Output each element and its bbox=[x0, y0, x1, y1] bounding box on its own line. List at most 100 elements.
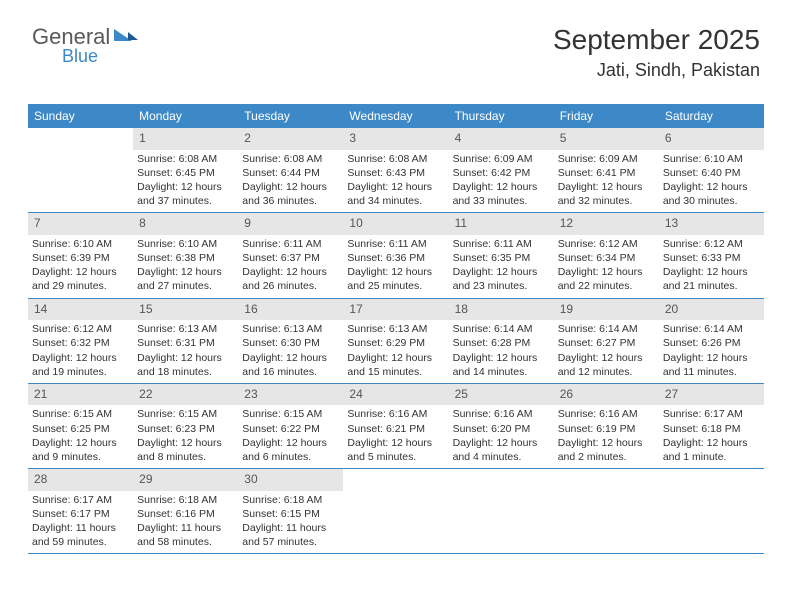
day-details: Sunrise: 6:13 AMSunset: 6:29 PMDaylight:… bbox=[343, 320, 448, 383]
daylight-text: Daylight: 12 hours and 5 minutes. bbox=[347, 436, 444, 464]
daylight-text: Daylight: 12 hours and 27 minutes. bbox=[137, 265, 234, 293]
day-number: 29 bbox=[133, 469, 238, 491]
calendar-cell: 5Sunrise: 6:09 AMSunset: 6:41 PMDaylight… bbox=[554, 128, 659, 212]
day-details: Sunrise: 6:10 AMSunset: 6:40 PMDaylight:… bbox=[659, 150, 764, 213]
calendar-cell: 26Sunrise: 6:16 AMSunset: 6:19 PMDayligh… bbox=[554, 384, 659, 468]
sunset-text: Sunset: 6:42 PM bbox=[453, 166, 550, 180]
calendar-cell: 9Sunrise: 6:11 AMSunset: 6:37 PMDaylight… bbox=[238, 213, 343, 297]
brand-sail-icon-dark bbox=[128, 32, 138, 40]
day-number: 28 bbox=[28, 469, 133, 491]
sunset-text: Sunset: 6:39 PM bbox=[32, 251, 129, 265]
daylight-text: Daylight: 12 hours and 16 minutes. bbox=[242, 351, 339, 379]
day-details: Sunrise: 6:16 AMSunset: 6:20 PMDaylight:… bbox=[449, 405, 554, 468]
header-right: September 2025 Jati, Sindh, Pakistan bbox=[553, 24, 760, 81]
calendar: Sunday Monday Tuesday Wednesday Thursday… bbox=[28, 104, 764, 554]
weekday-header: Friday bbox=[554, 104, 659, 128]
day-details: Sunrise: 6:14 AMSunset: 6:27 PMDaylight:… bbox=[554, 320, 659, 383]
day-details: Sunrise: 6:18 AMSunset: 6:15 PMDaylight:… bbox=[238, 491, 343, 554]
daylight-text: Daylight: 12 hours and 29 minutes. bbox=[32, 265, 129, 293]
daylight-text: Daylight: 12 hours and 2 minutes. bbox=[558, 436, 655, 464]
day-number: 30 bbox=[238, 469, 343, 491]
sunrise-text: Sunrise: 6:13 AM bbox=[242, 322, 339, 336]
sunrise-text: Sunrise: 6:16 AM bbox=[453, 407, 550, 421]
day-number: 24 bbox=[343, 384, 448, 406]
sunrise-text: Sunrise: 6:15 AM bbox=[242, 407, 339, 421]
day-details: Sunrise: 6:15 AMSunset: 6:25 PMDaylight:… bbox=[28, 405, 133, 468]
day-number: 11 bbox=[449, 213, 554, 235]
page-title: September 2025 bbox=[553, 24, 760, 56]
calendar-week: 7Sunrise: 6:10 AMSunset: 6:39 PMDaylight… bbox=[28, 213, 764, 298]
calendar-cell: 13Sunrise: 6:12 AMSunset: 6:33 PMDayligh… bbox=[659, 213, 764, 297]
daylight-text: Daylight: 12 hours and 6 minutes. bbox=[242, 436, 339, 464]
calendar-week: 1Sunrise: 6:08 AMSunset: 6:45 PMDaylight… bbox=[28, 128, 764, 213]
daylight-text: Daylight: 12 hours and 36 minutes. bbox=[242, 180, 339, 208]
sunset-text: Sunset: 6:18 PM bbox=[663, 422, 760, 436]
daylight-text: Daylight: 12 hours and 22 minutes. bbox=[558, 265, 655, 293]
day-details: Sunrise: 6:08 AMSunset: 6:44 PMDaylight:… bbox=[238, 150, 343, 213]
daylight-text: Daylight: 12 hours and 8 minutes. bbox=[137, 436, 234, 464]
day-details: Sunrise: 6:12 AMSunset: 6:34 PMDaylight:… bbox=[554, 235, 659, 298]
brand-blue: Blue bbox=[62, 46, 98, 67]
day-details: Sunrise: 6:11 AMSunset: 6:37 PMDaylight:… bbox=[238, 235, 343, 298]
sunrise-text: Sunrise: 6:08 AM bbox=[137, 152, 234, 166]
sunset-text: Sunset: 6:30 PM bbox=[242, 336, 339, 350]
calendar-cell: 21Sunrise: 6:15 AMSunset: 6:25 PMDayligh… bbox=[28, 384, 133, 468]
daylight-text: Daylight: 12 hours and 30 minutes. bbox=[663, 180, 760, 208]
sunset-text: Sunset: 6:44 PM bbox=[242, 166, 339, 180]
daylight-text: Daylight: 12 hours and 33 minutes. bbox=[453, 180, 550, 208]
day-details: Sunrise: 6:16 AMSunset: 6:21 PMDaylight:… bbox=[343, 405, 448, 468]
sunset-text: Sunset: 6:21 PM bbox=[347, 422, 444, 436]
day-details: Sunrise: 6:14 AMSunset: 6:26 PMDaylight:… bbox=[659, 320, 764, 383]
daylight-text: Daylight: 12 hours and 4 minutes. bbox=[453, 436, 550, 464]
day-details: Sunrise: 6:18 AMSunset: 6:16 PMDaylight:… bbox=[133, 491, 238, 554]
calendar-cell: 23Sunrise: 6:15 AMSunset: 6:22 PMDayligh… bbox=[238, 384, 343, 468]
weekday-header: Sunday bbox=[28, 104, 133, 128]
day-details: Sunrise: 6:13 AMSunset: 6:31 PMDaylight:… bbox=[133, 320, 238, 383]
day-number: 8 bbox=[133, 213, 238, 235]
sunset-text: Sunset: 6:17 PM bbox=[32, 507, 129, 521]
calendar-cell: 15Sunrise: 6:13 AMSunset: 6:31 PMDayligh… bbox=[133, 299, 238, 383]
day-number: 9 bbox=[238, 213, 343, 235]
sunset-text: Sunset: 6:34 PM bbox=[558, 251, 655, 265]
daylight-text: Daylight: 12 hours and 14 minutes. bbox=[453, 351, 550, 379]
calendar-cell: 16Sunrise: 6:13 AMSunset: 6:30 PMDayligh… bbox=[238, 299, 343, 383]
sunset-text: Sunset: 6:20 PM bbox=[453, 422, 550, 436]
sunrise-text: Sunrise: 6:13 AM bbox=[137, 322, 234, 336]
day-details: Sunrise: 6:08 AMSunset: 6:45 PMDaylight:… bbox=[133, 150, 238, 213]
day-details: Sunrise: 6:14 AMSunset: 6:28 PMDaylight:… bbox=[449, 320, 554, 383]
sunrise-text: Sunrise: 6:18 AM bbox=[242, 493, 339, 507]
daylight-text: Daylight: 12 hours and 32 minutes. bbox=[558, 180, 655, 208]
weekday-header: Tuesday bbox=[238, 104, 343, 128]
sunset-text: Sunset: 6:35 PM bbox=[453, 251, 550, 265]
calendar-cell bbox=[28, 128, 133, 212]
sunset-text: Sunset: 6:22 PM bbox=[242, 422, 339, 436]
day-number: 5 bbox=[554, 128, 659, 150]
day-details: Sunrise: 6:17 AMSunset: 6:18 PMDaylight:… bbox=[659, 405, 764, 468]
day-number: 13 bbox=[659, 213, 764, 235]
sunset-text: Sunset: 6:19 PM bbox=[558, 422, 655, 436]
calendar-cell: 3Sunrise: 6:08 AMSunset: 6:43 PMDaylight… bbox=[343, 128, 448, 212]
calendar-cell: 6Sunrise: 6:10 AMSunset: 6:40 PMDaylight… bbox=[659, 128, 764, 212]
daylight-text: Daylight: 12 hours and 26 minutes. bbox=[242, 265, 339, 293]
sunset-text: Sunset: 6:27 PM bbox=[558, 336, 655, 350]
sunset-text: Sunset: 6:25 PM bbox=[32, 422, 129, 436]
day-details: Sunrise: 6:15 AMSunset: 6:23 PMDaylight:… bbox=[133, 405, 238, 468]
daylight-text: Daylight: 12 hours and 15 minutes. bbox=[347, 351, 444, 379]
day-details: Sunrise: 6:08 AMSunset: 6:43 PMDaylight:… bbox=[343, 150, 448, 213]
sunset-text: Sunset: 6:38 PM bbox=[137, 251, 234, 265]
day-details: Sunrise: 6:12 AMSunset: 6:33 PMDaylight:… bbox=[659, 235, 764, 298]
calendar-cell: 29Sunrise: 6:18 AMSunset: 6:16 PMDayligh… bbox=[133, 469, 238, 553]
day-number: 1 bbox=[133, 128, 238, 150]
calendar-cell: 14Sunrise: 6:12 AMSunset: 6:32 PMDayligh… bbox=[28, 299, 133, 383]
sunset-text: Sunset: 6:37 PM bbox=[242, 251, 339, 265]
daylight-text: Daylight: 12 hours and 9 minutes. bbox=[32, 436, 129, 464]
sunrise-text: Sunrise: 6:10 AM bbox=[32, 237, 129, 251]
day-number: 27 bbox=[659, 384, 764, 406]
daylight-text: Daylight: 12 hours and 18 minutes. bbox=[137, 351, 234, 379]
calendar-cell: 18Sunrise: 6:14 AMSunset: 6:28 PMDayligh… bbox=[449, 299, 554, 383]
daylight-text: Daylight: 12 hours and 34 minutes. bbox=[347, 180, 444, 208]
daylight-text: Daylight: 12 hours and 1 minute. bbox=[663, 436, 760, 464]
sunset-text: Sunset: 6:15 PM bbox=[242, 507, 339, 521]
sunset-text: Sunset: 6:32 PM bbox=[32, 336, 129, 350]
day-details: Sunrise: 6:13 AMSunset: 6:30 PMDaylight:… bbox=[238, 320, 343, 383]
